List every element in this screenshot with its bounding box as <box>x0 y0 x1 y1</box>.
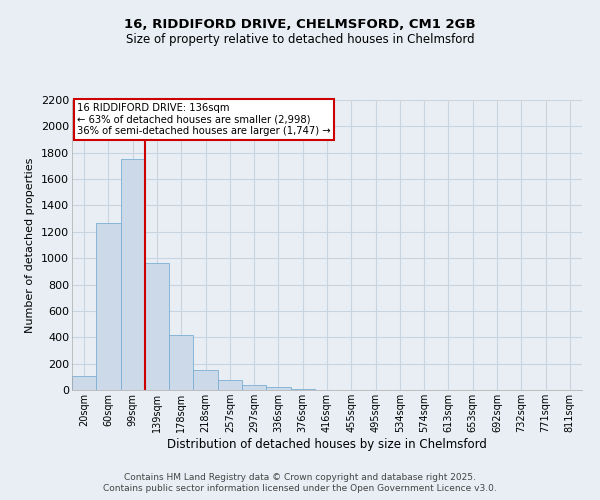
Bar <box>96 222 121 390</box>
Bar <box>145 264 169 390</box>
Text: 16, RIDDIFORD DRIVE, CHELMSFORD, CM1 2GB: 16, RIDDIFORD DRIVE, CHELMSFORD, CM1 2GB <box>124 18 476 30</box>
Bar <box>218 380 242 390</box>
Bar <box>290 388 315 390</box>
Text: 16 RIDDIFORD DRIVE: 136sqm
← 63% of detached houses are smaller (2,998)
36% of s: 16 RIDDIFORD DRIVE: 136sqm ← 63% of deta… <box>77 103 331 136</box>
Bar <box>193 370 218 390</box>
Bar <box>72 376 96 390</box>
X-axis label: Distribution of detached houses by size in Chelmsford: Distribution of detached houses by size … <box>167 438 487 451</box>
Y-axis label: Number of detached properties: Number of detached properties <box>25 158 35 332</box>
Text: Contains HM Land Registry data © Crown copyright and database right 2025.: Contains HM Land Registry data © Crown c… <box>124 472 476 482</box>
Text: Contains public sector information licensed under the Open Government Licence v3: Contains public sector information licen… <box>103 484 497 493</box>
Bar <box>266 388 290 390</box>
Text: Size of property relative to detached houses in Chelmsford: Size of property relative to detached ho… <box>125 32 475 46</box>
Bar <box>242 384 266 390</box>
Bar <box>121 160 145 390</box>
Bar <box>169 336 193 390</box>
